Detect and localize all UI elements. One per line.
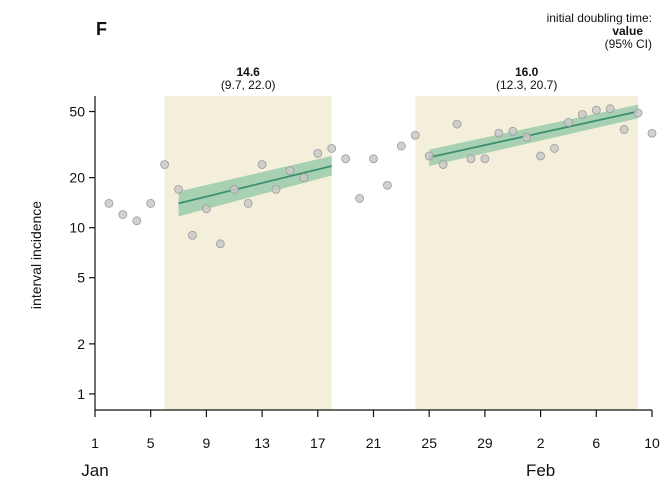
window-1-ci: (9.7, 22.0) bbox=[221, 78, 276, 92]
data-point-35 bbox=[577, 110, 587, 119]
fit-lines bbox=[178, 110, 639, 205]
x-tick-label-21: 21 bbox=[366, 435, 382, 451]
panel-letter: F bbox=[96, 19, 107, 39]
data-point-3 bbox=[132, 216, 142, 226]
data-point-27 bbox=[466, 154, 476, 164]
x-tick-label-37: 6 bbox=[592, 435, 600, 451]
y-tick-label-5: 5 bbox=[77, 270, 85, 286]
data-point-21 bbox=[383, 180, 392, 190]
data-point-30 bbox=[508, 126, 518, 136]
y-tick-label-50: 50 bbox=[69, 104, 85, 120]
data-point-7 bbox=[188, 230, 197, 240]
x-tick-label-25: 25 bbox=[421, 435, 437, 451]
data-point-23 bbox=[410, 130, 420, 140]
y-tick-label-2: 2 bbox=[77, 336, 85, 352]
window-2-ci: (12.3, 20.7) bbox=[496, 78, 557, 92]
data-point-1 bbox=[104, 199, 114, 208]
data-point-15 bbox=[299, 173, 309, 183]
data-point-19 bbox=[355, 194, 364, 203]
data-point-6 bbox=[174, 184, 183, 194]
y-tick-label-1: 1 bbox=[77, 386, 85, 402]
data-point-37 bbox=[605, 104, 615, 114]
data-point-4 bbox=[146, 199, 156, 208]
data-point-16 bbox=[313, 148, 323, 158]
x-tick-label-41: 10 bbox=[644, 435, 660, 451]
window-1-doubling-time: 14.6 bbox=[236, 65, 260, 79]
data-point-34 bbox=[564, 118, 573, 127]
data-point-25 bbox=[438, 160, 448, 169]
legend-line3: (95% CI) bbox=[605, 37, 652, 51]
legend-line2: value bbox=[612, 24, 643, 38]
y-axis-label: interval incidence bbox=[28, 201, 44, 309]
x-tick-label-5: 5 bbox=[147, 435, 155, 451]
fit-window-1 bbox=[164, 96, 332, 410]
data-point-20 bbox=[369, 154, 378, 164]
x-tick-label-13: 13 bbox=[254, 435, 270, 451]
data-point-22 bbox=[396, 141, 406, 151]
month-label-jan: Jan bbox=[81, 461, 108, 480]
data-point-2 bbox=[118, 210, 128, 219]
window-labels: 14.6(9.7, 22.0) 16.0(12.3, 20.7) bbox=[221, 65, 558, 92]
data-point-39 bbox=[633, 108, 643, 118]
data-point-17 bbox=[327, 143, 337, 153]
data-point-5 bbox=[160, 160, 170, 169]
legend-line1: initial doubling time: bbox=[547, 11, 652, 25]
data-point-11 bbox=[243, 199, 253, 208]
data-point-29 bbox=[494, 128, 504, 138]
fit-line-1 bbox=[178, 165, 332, 205]
x-tick-label-9: 9 bbox=[203, 435, 211, 451]
y-tick-label-20: 20 bbox=[69, 170, 85, 186]
x-tick-label-29: 29 bbox=[477, 435, 493, 451]
data-point-36 bbox=[591, 105, 601, 115]
data-point-24 bbox=[424, 151, 434, 161]
x-tick-label-17: 17 bbox=[310, 435, 326, 451]
legend: initial doubling time: value (95% CI) bbox=[547, 11, 652, 51]
window-2-doubling-time: 16.0 bbox=[515, 65, 539, 79]
y-tick-label-10: 10 bbox=[69, 220, 85, 236]
data-point-10 bbox=[229, 184, 239, 194]
data-point-38 bbox=[619, 125, 629, 134]
data-point-9 bbox=[215, 239, 225, 249]
data-point-28 bbox=[480, 154, 490, 164]
data-point-31 bbox=[522, 132, 532, 142]
fit-line-2 bbox=[429, 110, 639, 159]
month-label-feb: Feb bbox=[526, 461, 555, 480]
data-point-18 bbox=[341, 154, 351, 164]
data-point-32 bbox=[536, 151, 545, 161]
data-point-26 bbox=[452, 119, 462, 129]
data-point-12 bbox=[257, 160, 267, 169]
data-point-8 bbox=[201, 204, 211, 214]
x-tick-label-33: 2 bbox=[537, 435, 545, 451]
data-point-14 bbox=[285, 166, 295, 176]
x-tick-label-1: 1 bbox=[91, 435, 99, 451]
data-point-33 bbox=[550, 143, 559, 153]
data-point-13 bbox=[271, 184, 281, 194]
data-points bbox=[104, 104, 657, 249]
data-point-40 bbox=[647, 128, 657, 138]
